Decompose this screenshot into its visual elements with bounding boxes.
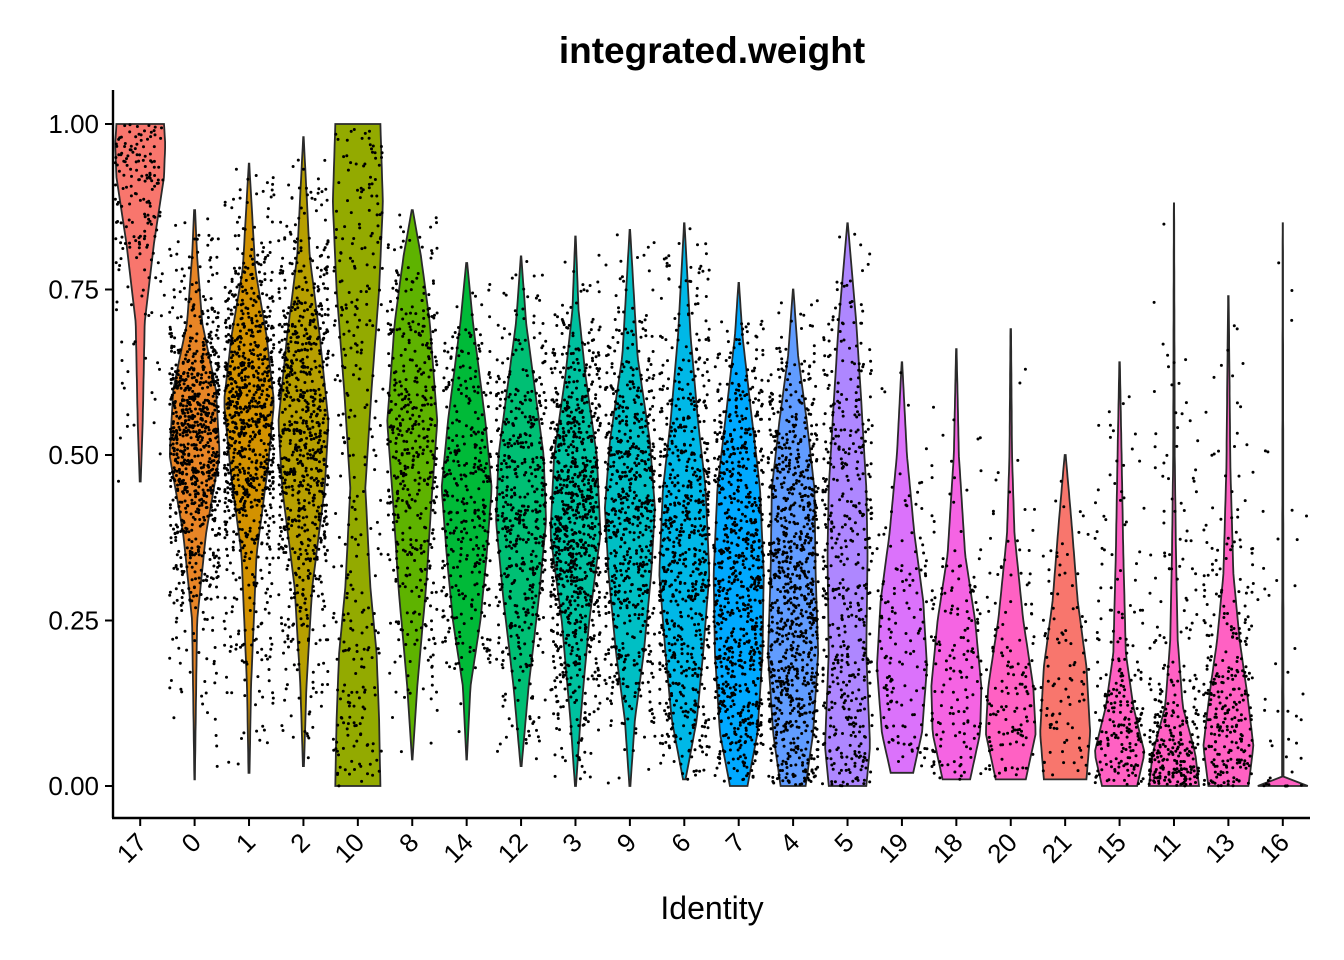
x-tick-label-6: 6 <box>665 827 696 858</box>
points-cluster-19 <box>875 371 929 768</box>
x-tick-label-3: 3 <box>556 827 587 858</box>
points-cluster-11 <box>1147 222 1201 788</box>
x-tick-label-20: 20 <box>981 827 1023 869</box>
violin-8 <box>386 209 439 761</box>
violin-21 <box>1039 454 1092 781</box>
points-cluster-5 <box>821 232 874 788</box>
x-tick-label-10: 10 <box>328 827 370 869</box>
x-tick-label-9: 9 <box>611 827 642 858</box>
x-tick-label-18: 18 <box>927 827 969 869</box>
y-tick-label: 0.75 <box>48 275 99 305</box>
x-tick-label-4: 4 <box>774 827 805 858</box>
y-tick-label: 0.25 <box>48 606 99 636</box>
points-cluster-8 <box>385 213 439 754</box>
x-tick-label-19: 19 <box>873 827 915 869</box>
violin-group <box>114 123 1309 787</box>
x-tick-label-15: 15 <box>1090 827 1132 869</box>
x-tick-label-11: 11 <box>1146 827 1186 867</box>
x-tick-label-7: 7 <box>720 827 751 858</box>
violin-11 <box>1147 202 1201 787</box>
points-cluster-4 <box>766 299 820 787</box>
x-tick-label-13: 13 <box>1199 827 1241 869</box>
violin-18 <box>930 348 983 781</box>
x-tick-label-2: 2 <box>284 827 315 858</box>
violin-15 <box>1094 361 1146 787</box>
points-cluster-21 <box>1039 479 1091 777</box>
violin-19 <box>876 361 928 774</box>
y-tick-label: 1.00 <box>48 109 99 139</box>
x-tick-label-16: 16 <box>1253 827 1295 869</box>
points-cluster-13 <box>1202 324 1255 788</box>
violin-17 <box>114 123 166 483</box>
points-cluster-3 <box>549 253 602 781</box>
y-tick-label: 0.50 <box>48 440 99 470</box>
points-cluster-7 <box>712 319 766 783</box>
violin-2 <box>277 136 330 767</box>
x-tick-label-12: 12 <box>492 827 534 869</box>
jitter-points-group <box>113 123 1308 788</box>
x-tick-label-8: 8 <box>393 827 424 858</box>
points-cluster-10 <box>331 128 385 788</box>
points-cluster-15 <box>1093 395 1147 786</box>
points-cluster-2 <box>276 158 330 760</box>
violin-20 <box>985 328 1037 781</box>
violin-16 <box>1257 222 1309 787</box>
x-tick-label-0: 0 <box>175 827 206 858</box>
x-tick-label-5: 5 <box>828 827 859 858</box>
x-tick-label-1: 1 <box>230 827 261 858</box>
points-cluster-6 <box>657 227 711 781</box>
y-tick-label: 0.00 <box>48 771 99 801</box>
points-cluster-9 <box>603 233 657 785</box>
points-cluster-16 <box>1256 261 1308 788</box>
x-axis-label: Identity <box>660 890 763 926</box>
points-cluster-14 <box>440 283 494 734</box>
x-tick-label-17: 17 <box>111 827 153 869</box>
chart-title: integrated.weight <box>559 30 865 71</box>
points-cluster-17 <box>113 123 166 483</box>
points-cluster-0 <box>168 217 222 768</box>
x-tick-label-21: 21 <box>1036 827 1078 869</box>
points-cluster-18 <box>929 405 983 781</box>
points-cluster-20 <box>984 367 1037 778</box>
points-cluster-1 <box>222 167 276 766</box>
points-cluster-12 <box>494 260 548 761</box>
x-tick-label-14: 14 <box>437 827 479 869</box>
